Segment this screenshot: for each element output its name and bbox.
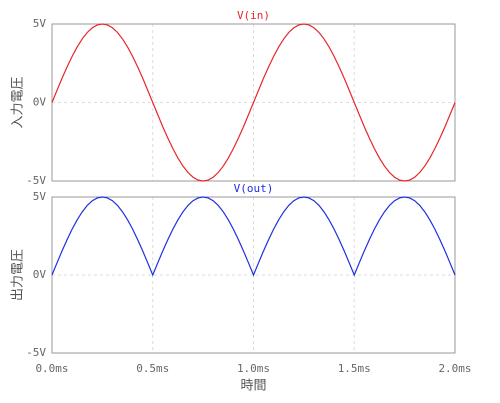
x-tick-label: 2.0ms [438, 362, 471, 375]
y-tick-label: -5V [26, 174, 46, 187]
series-line [51, 23, 456, 182]
series-title: V(in) [237, 9, 270, 22]
y-axis-label: 出力電圧 [11, 249, 26, 301]
series-title: V(out) [234, 182, 274, 195]
series-line [51, 196, 456, 277]
y-axis-label: 入力電圧 [11, 76, 26, 128]
y-tick-label: 5V [33, 17, 47, 30]
y-tick-label: 0V [33, 96, 47, 109]
x-tick-label: 0.5ms [136, 362, 169, 375]
x-tick-label: 1.0ms [237, 362, 270, 375]
x-tick-label: 0.0ms [35, 362, 68, 375]
x-tick-label: 1.5ms [338, 362, 371, 375]
x-axis-label: 時間 [240, 379, 266, 394]
y-tick-label: 5V [33, 190, 47, 203]
y-tick-label: -5V [26, 346, 46, 359]
y-tick-label: 0V [33, 268, 47, 281]
